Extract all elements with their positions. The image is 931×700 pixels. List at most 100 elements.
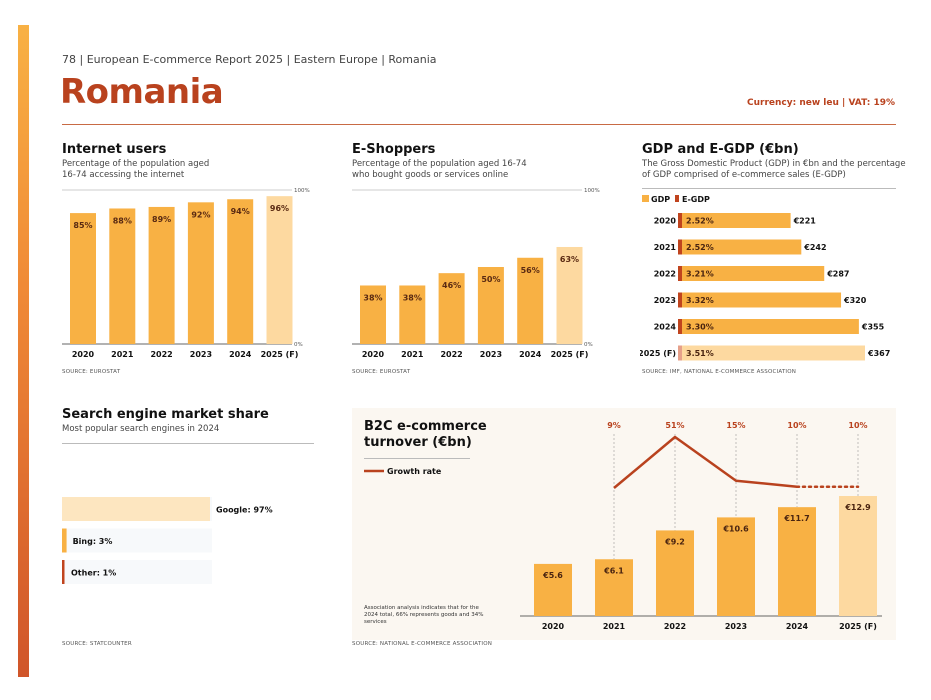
- e-shoppers-tick-label: 2024: [519, 350, 542, 359]
- search-label: Other: 1%: [71, 569, 116, 578]
- internet-users-tick-label: 2025 (F): [261, 350, 299, 359]
- egdp-label: 3.21%: [686, 270, 714, 279]
- e-shoppers-tick-label: 2025 (F): [551, 350, 589, 359]
- internet-users-data-label: 96%: [270, 204, 289, 213]
- gdp-year-label: 2025 (F): [640, 349, 676, 358]
- internet-users-tick-label: 2024: [229, 350, 252, 359]
- internet-users-subtitle-2: 16-74 accessing the internet: [62, 170, 185, 181]
- accent-bar: [18, 25, 29, 677]
- e-shoppers-title: E-Shoppers: [352, 142, 436, 157]
- b2c-bar: [656, 530, 694, 616]
- search-bar: [62, 497, 210, 521]
- b2c-source: SOURCE: NATIONAL E-COMMERCE ASSOCIATION: [352, 641, 493, 647]
- gdp-bar: [678, 292, 842, 308]
- gdp-chart: GDP E-GDP 2020 2.52% €221 2021 2.52% €242 2022 3.…: [640, 195, 890, 361]
- gdp-subtitle-2: of GDP comprised of e-commerce sales (E-…: [642, 170, 846, 181]
- gdp-value-label: €320: [843, 296, 867, 305]
- breadcrumb: 78 | European E-commerce Report 2025 | E…: [62, 53, 437, 66]
- egdp-bar: [678, 239, 682, 255]
- internet-users-subtitle-1: Percentage of the population aged: [62, 159, 210, 169]
- gdp-year-label: 2021: [654, 243, 677, 252]
- gdp-bar: [678, 266, 825, 281]
- e-shoppers-bar: [517, 257, 544, 344]
- b2c-data-label: €11.7: [783, 514, 809, 523]
- e-shoppers-chart: 100% 0% 38% 2020 38% 2021 46% 2022 50% 2023 56% 202…: [352, 188, 600, 359]
- growth-label: 51%: [665, 421, 684, 430]
- b2c-bar: [839, 496, 877, 616]
- b2c-chart: €5.6 2020 9% €6.1 2021 51% €9.2 2022 15% €10.6 202…: [364, 421, 882, 631]
- search-label: Google: 97%: [216, 506, 273, 515]
- e-shoppers-data-label: 56%: [521, 266, 540, 275]
- gdp-bar: [678, 239, 802, 255]
- internet-users-tick-label: 2023: [190, 350, 212, 359]
- search-track: [62, 560, 212, 584]
- e-shoppers-tick-label: 2023: [480, 350, 502, 359]
- gdp-value-label: €242: [803, 243, 826, 252]
- egdp-legend-label: E-GDP: [682, 195, 710, 204]
- e-shoppers-bar: [438, 273, 465, 344]
- currency-info: Currency: new leu | VAT: 19%: [747, 98, 895, 108]
- b2c-bar: [595, 559, 633, 616]
- internet-users-title: Internet users: [62, 142, 167, 157]
- e-shoppers-tick-label: 2021: [401, 350, 424, 359]
- e-shoppers-bar: [399, 285, 426, 344]
- b2c-data-label: €6.1: [603, 566, 624, 575]
- gdp-value-label: €355: [861, 323, 885, 332]
- egdp-bar: [678, 345, 682, 361]
- e-shoppers-subtitle-1: Percentage of the population aged 16-74: [352, 159, 527, 169]
- search-track: [62, 528, 212, 553]
- egdp-legend-swatch: [675, 195, 679, 202]
- egdp-label: 2.52%: [686, 217, 714, 226]
- growth-label: 15%: [726, 421, 745, 430]
- b2c-tick-label: 2020: [542, 622, 565, 631]
- gdp-year-label: 2023: [654, 296, 676, 305]
- search-divider: [62, 443, 314, 444]
- gdp-bar: [678, 213, 791, 228]
- b2c-data-label: €9.2: [664, 537, 685, 546]
- e-shoppers-data-label: 46%: [442, 281, 461, 290]
- gdp-year-label: 2024: [654, 323, 677, 332]
- search-subtitle: Most popular search engines in 2024: [62, 424, 220, 434]
- gdp-value-label: €221: [793, 217, 817, 226]
- e-shoppers-data-label: 38%: [403, 293, 422, 302]
- b2c-tick-label: 2023: [725, 622, 747, 631]
- internet-users-data-label: 94%: [231, 207, 250, 216]
- gdp-year-label: 2022: [654, 270, 676, 279]
- egdp-bar: [678, 213, 682, 228]
- egdp-bar: [678, 266, 682, 281]
- gdp-value-label: €287: [826, 270, 849, 279]
- egdp-bar: [678, 292, 682, 308]
- internet-users-data-label: 92%: [191, 210, 210, 219]
- e-shoppers-axis-min-label: 0%: [584, 342, 593, 348]
- b2c-title-2: turnover (€bn): [364, 435, 472, 451]
- internet-users-bar: [148, 206, 175, 344]
- b2c-tick-label: 2022: [664, 622, 686, 631]
- internet-users-source: SOURCE: EUROSTAT: [62, 369, 121, 375]
- internet-users-data-label: 85%: [73, 221, 92, 230]
- gdp-title: GDP and E-GDP (€bn): [642, 142, 799, 157]
- b2c-tick-label: 2024: [786, 622, 809, 631]
- e-shoppers-axis-max-label: 100%: [584, 188, 600, 194]
- b2c-bar: [778, 507, 816, 616]
- growth-label: 10%: [787, 421, 806, 430]
- internet-users-axis-min-label: 0%: [294, 342, 303, 348]
- internet-users-bar: [266, 196, 293, 344]
- gdp-value-label: €367: [867, 349, 890, 358]
- growth-legend-label: Growth rate: [387, 467, 442, 476]
- search-source: SOURCE: STATCOUNTER: [62, 641, 132, 647]
- e-shoppers-bar: [360, 285, 386, 344]
- e-shoppers-bar: [477, 267, 504, 344]
- gdp-year-label: 2020: [654, 217, 677, 226]
- e-shoppers-source: SOURCE: EUROSTAT: [352, 369, 411, 375]
- gdp-divider: [642, 188, 896, 189]
- b2c-note: Association analysis indicates that for …: [364, 605, 484, 626]
- b2c-bar: [717, 517, 755, 616]
- gdp-bar: [678, 345, 865, 361]
- search-chart: Google: 97% Bing: 3% Other: 1%: [62, 497, 273, 584]
- b2c-tick-label: 2025 (F): [839, 622, 877, 631]
- internet-users-bar: [187, 202, 214, 344]
- internet-users-axis-max-label: 100%: [294, 188, 310, 194]
- e-shoppers-tick-label: 2020: [362, 350, 385, 359]
- e-shoppers-data-label: 50%: [481, 275, 500, 284]
- b2c-divider: [364, 458, 470, 459]
